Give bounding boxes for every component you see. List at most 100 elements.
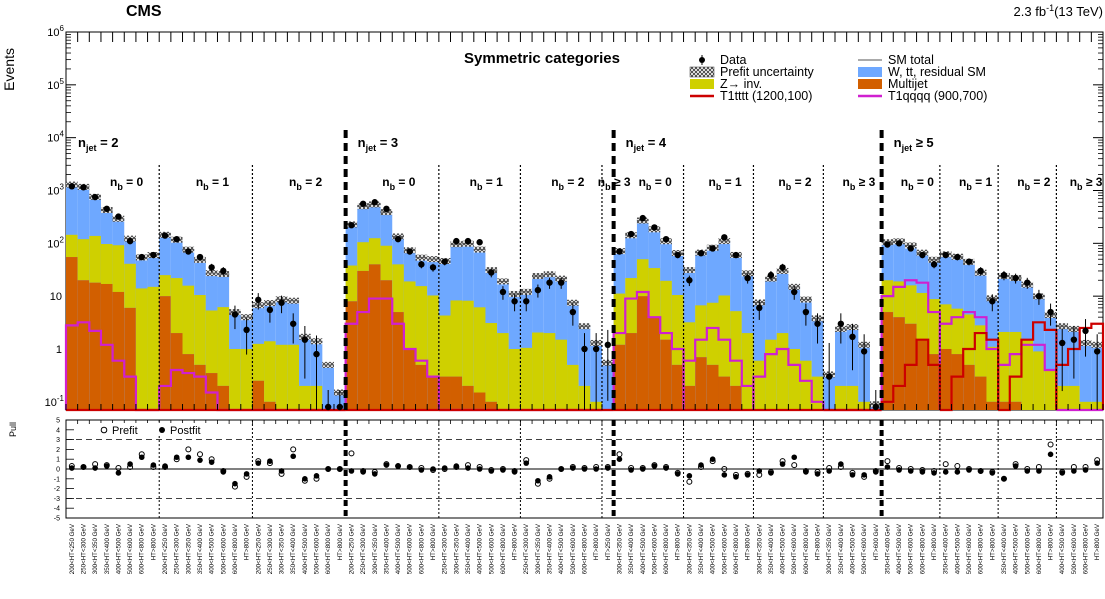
pull-y-tick-label: 2 <box>56 447 60 454</box>
data-point <box>372 199 378 205</box>
pull-postfit-point <box>745 472 751 478</box>
bar-multijet <box>264 402 276 410</box>
data-point <box>255 297 261 303</box>
bar-zinv <box>194 295 206 365</box>
data-point <box>966 258 972 264</box>
data-point <box>570 309 576 315</box>
x-tick-label: 400<HT<500 GeV <box>395 523 402 574</box>
x-tick-label: 500<HT<600 GeV <box>407 523 414 574</box>
bar-zinv <box>509 349 521 410</box>
bar-multijet <box>183 354 195 410</box>
data-point <box>1001 272 1007 278</box>
pull-postfit-point <box>139 454 145 460</box>
data-point <box>535 287 541 293</box>
data-point <box>768 272 774 278</box>
data-point <box>628 231 634 237</box>
x-tick-label: 500<HT<600 GeV <box>966 523 973 574</box>
pull-postfit-point <box>1094 460 1100 466</box>
pull-postfit-point <box>780 461 786 467</box>
pull-postfit-point <box>127 461 133 467</box>
pull-postfit-point <box>186 454 192 460</box>
y-tick-label: 106 <box>47 24 64 39</box>
bar-multijet <box>252 381 264 410</box>
x-tick-label: 350<HT<400 GeV <box>547 523 554 574</box>
x-tick-label: HT>800 GeV <box>1094 523 1101 560</box>
pull-prefit-point <box>186 447 191 452</box>
bar-zinv <box>812 377 824 410</box>
bar-multijet <box>474 393 486 410</box>
pull-postfit-point <box>500 467 506 473</box>
x-tick-label: 500<HT<600 GeV <box>908 523 915 574</box>
pull-postfit-point <box>815 471 821 477</box>
nb-label: nb = 2 <box>289 175 323 192</box>
x-tick-label: HT>600 GeV <box>873 523 880 560</box>
bar-zinv <box>404 281 416 349</box>
bar-zinv <box>101 244 113 284</box>
pull-y-tick-label: -2 <box>54 486 60 493</box>
x-tick-label: 600<HT<800 GeV <box>1083 523 1090 574</box>
bar-zinv <box>835 386 847 410</box>
pull-prefit-point <box>885 459 890 464</box>
x-tick-label: 500<HT<600 GeV <box>791 523 798 574</box>
pull-postfit-point <box>255 460 261 466</box>
bar-zinv <box>963 314 975 364</box>
bar-zinv <box>928 299 940 354</box>
pull-y-tick-label: 5 <box>56 418 60 425</box>
bar-multijet <box>917 340 929 410</box>
pull-postfit-point <box>302 476 308 482</box>
bar-zinv <box>1045 370 1057 410</box>
x-tick-label: 600<HT<800 GeV <box>582 523 589 574</box>
data-point <box>325 404 331 410</box>
bar-multijet <box>159 296 171 410</box>
bar-multijet <box>975 377 987 410</box>
bar-zinv <box>229 349 241 410</box>
x-tick-label: 500<HT<600 GeV <box>861 523 868 574</box>
legend-fill-swatch <box>690 79 714 89</box>
pull-postfit-point <box>803 469 809 475</box>
main-plot: 10610510410310210110-1nb = 0 nb = 1 nb = 2… <box>45 24 1103 410</box>
bar-zinv <box>637 259 649 296</box>
pull-postfit-point <box>442 465 448 471</box>
data-point <box>348 222 354 228</box>
bar-multijet <box>940 349 952 410</box>
pull-prefit-point <box>943 462 948 467</box>
data-point <box>954 254 960 260</box>
pull-postfit-point <box>535 478 541 484</box>
bar-zinv <box>952 309 964 354</box>
x-tick-label: 400<HT<500 GeV <box>896 523 903 574</box>
x-tick-label: 500<HT<600 GeV <box>721 523 728 574</box>
data-point <box>69 183 75 189</box>
y-tick-label: 10 <box>50 291 62 303</box>
pull-postfit-point <box>722 472 728 478</box>
data-point <box>1082 328 1088 334</box>
data-point <box>908 245 914 251</box>
data-point <box>523 298 529 304</box>
pull-postfit-point <box>1013 463 1019 469</box>
data-point <box>1071 336 1077 342</box>
bar-zinv <box>287 345 299 410</box>
data-point <box>208 264 214 270</box>
data-point <box>1024 279 1030 285</box>
data-point <box>744 275 750 281</box>
bar-zinv <box>66 235 78 257</box>
bar-zinv <box>532 333 544 410</box>
x-tick-label: 400<HT<500 GeV <box>558 523 565 574</box>
data-point <box>395 236 401 242</box>
data-point <box>476 239 482 245</box>
bar-multijet <box>462 386 474 410</box>
pull-postfit-point <box>675 471 681 477</box>
x-tick-label: 350<HT<400 GeV <box>104 523 111 574</box>
data-point <box>756 305 762 311</box>
data-point <box>931 261 937 267</box>
data-point <box>220 268 226 274</box>
bar-multijet <box>952 354 964 410</box>
bar-zinv <box>474 307 486 392</box>
nb-label: nb = 1 <box>470 175 504 192</box>
pull-postfit-point <box>605 465 611 471</box>
nb-label: nb = 2 <box>551 175 585 192</box>
bar-multijet <box>893 317 905 410</box>
x-tick-label: 400<HT<500 GeV <box>209 523 216 574</box>
bar-zinv <box>299 386 311 410</box>
bar-zinv <box>1080 402 1092 410</box>
